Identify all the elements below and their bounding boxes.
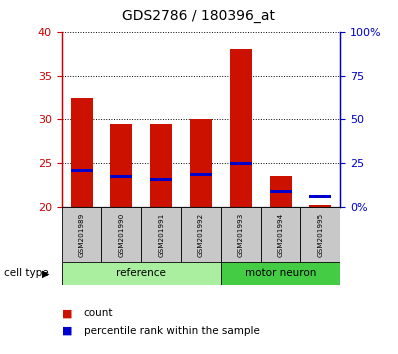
Bar (221, 207, 261, 262)
Bar (181, 207, 221, 262)
Bar (310, 205, 332, 207)
Bar (300, 207, 340, 262)
Bar (62, 262, 221, 285)
Text: ▶: ▶ (42, 268, 49, 278)
Text: count: count (84, 308, 113, 318)
Text: reference: reference (116, 268, 166, 279)
Bar (230, 162, 252, 165)
Bar (190, 173, 212, 176)
Text: motor neuron: motor neuron (245, 268, 316, 279)
Bar (270, 176, 291, 207)
Bar (150, 177, 172, 181)
Text: GSM201991: GSM201991 (158, 212, 164, 257)
Text: GSM201993: GSM201993 (238, 212, 244, 257)
Text: cell type: cell type (4, 268, 49, 278)
Text: GSM201990: GSM201990 (118, 212, 125, 257)
Bar (101, 207, 141, 262)
Bar (150, 124, 172, 207)
Bar (71, 169, 92, 172)
Bar (111, 175, 132, 178)
Bar (270, 190, 291, 193)
Text: ■: ■ (62, 326, 72, 336)
Bar (71, 98, 92, 207)
Text: ■: ■ (62, 308, 72, 318)
Bar (221, 262, 340, 285)
Text: GSM201995: GSM201995 (317, 212, 324, 257)
Bar (230, 50, 252, 207)
Text: percentile rank within the sample: percentile rank within the sample (84, 326, 259, 336)
Bar (310, 195, 332, 198)
Bar (111, 124, 132, 207)
Bar (261, 207, 300, 262)
Text: GSM201992: GSM201992 (198, 212, 204, 257)
Text: GSM201994: GSM201994 (277, 212, 284, 257)
Bar (190, 120, 212, 207)
Bar (62, 207, 101, 262)
Bar (141, 207, 181, 262)
Text: GDS2786 / 180396_at: GDS2786 / 180396_at (123, 9, 275, 23)
Text: GSM201989: GSM201989 (78, 212, 85, 257)
